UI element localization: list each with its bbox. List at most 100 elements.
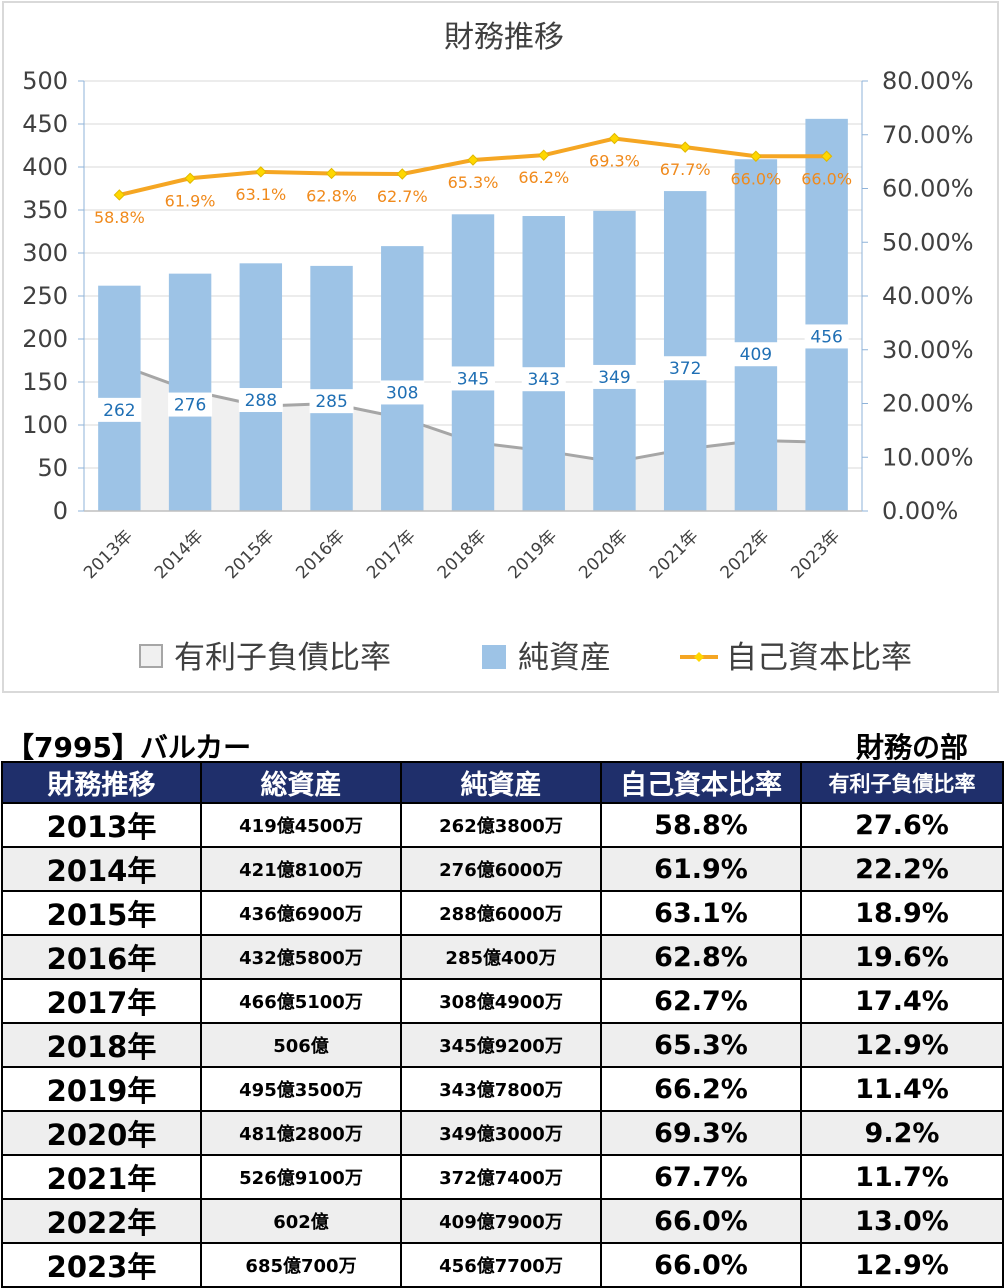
right-axis-tick-label: 30.00% [882,336,974,364]
net-assets-cell: 456億7700万 [400,1242,602,1288]
equity-ratio-cell: 61.9% [600,846,802,892]
year-cell: 2019年 [1,1066,202,1112]
chart-title: 財務推移 [444,20,564,55]
x-axis-tick-label: 2023年 [787,526,844,583]
equity-ratio-marker [820,150,833,162]
left-axis-tick-label: 400 [22,153,68,181]
net-assets-cell: 288億6000万 [400,890,602,936]
net-assets-cell: 372億7400万 [400,1154,602,1200]
table-row: 2023年 685億700万 456億7700万 66.0% 12.9% [1,1242,1004,1288]
x-axis-tick-label: 2016年 [292,526,349,583]
equity-ratio-label: 58.8% [94,208,145,227]
debt-ratio-cell: 22.2% [800,846,1004,892]
equity-ratio-marker [750,150,762,162]
net-assets-cell: 308億4900万 [400,978,602,1024]
equity-ratio-cell: 66.0% [600,1198,802,1244]
table-row: 2016年 432億5800万 285億400万 62.8% 19.6% [1,934,1004,980]
year-cell: 2021年 [1,1154,202,1200]
net-assets-bar [310,265,353,511]
debt-ratio-cell: 17.4% [800,978,1004,1024]
equity-ratio-cell: 58.8% [600,802,802,848]
left-axis-tick-label: 150 [22,368,68,396]
section-title: 財務の部 [855,731,968,764]
equity-ratio-label: 67.7% [660,160,711,179]
year-cell: 2016年 [1,934,202,980]
year-cell: 2022年 [1,1198,202,1244]
financial-chart: 財務推移 262 276 288 285 308 345 343 349 372 409 456 58… [22,20,974,676]
debt-ratio-cell: 19.6% [800,934,1004,980]
net-assets-cell: 262億3800万 [400,802,602,848]
table-row: 2015年 436億6900万 288億6000万 63.1% 18.9% [1,890,1004,936]
header-net-assets: 純資産 [400,761,602,804]
bar-data-label: 262 [103,401,135,421]
equity-ratio-cell: 69.3% [600,1110,802,1156]
equity-ratio-label: 69.3% [589,152,640,171]
legend-label-net-assets: 純資産 [518,640,611,676]
equity-ratio-label: 66.0% [730,169,781,188]
debt-ratio-cell: 9.2% [800,1110,1004,1156]
right-axis-tick-label: 80.00% [882,67,974,95]
net-assets-bar [734,159,778,511]
bar-label-bg [238,388,283,413]
right-axis-tick-label: 40.00% [882,282,974,310]
net-assets-cell: 285億400万 [400,934,602,980]
debt-ratio-cell: 12.9% [800,1242,1004,1288]
x-axis-tick-label: 2015年 [222,526,279,583]
bar-label-bg [804,324,849,349]
bar-data-label: 349 [598,368,630,388]
net-assets-cell: 276億6000万 [400,846,602,892]
left-axis-tick-label: 50 [37,454,68,482]
left-axis-tick-label: 300 [22,239,68,267]
debt-ratio-cell: 12.9% [800,1022,1004,1068]
debt-ratio-cell: 11.7% [800,1154,1004,1200]
equity-ratio-marker [608,132,621,145]
legend-marker-equity-ratio [694,652,704,662]
header-equity-ratio: 自己資本比率 [600,761,802,804]
bar-label-bg [97,397,142,422]
bar-label-bg [521,367,566,392]
chart-frame: 財務推移 262 276 288 285 308 345 343 349 372 409 456 58… [2,1,999,693]
equity-ratio-label: 62.8% [306,186,357,205]
table-row: 2022年 602億 409億7900万 66.0% 13.0% [1,1198,1004,1244]
equity-ratio-marker [467,154,479,166]
bar-data-label: 456 [810,327,842,347]
total-assets-cell: 436億6900万 [200,890,402,936]
total-assets-cell: 481億2800万 [200,1110,402,1156]
net-assets-bar [663,191,707,511]
net-assets-bar [593,210,636,512]
equity-ratio-marker [396,168,408,180]
header-total-assets: 総資産 [200,761,402,804]
header-debt-ratio: 有利子負債比率 [800,761,1004,804]
equity-ratio-marker [184,172,196,184]
equity-ratio-label: 66.0% [801,169,852,188]
debt-ratio-cell: 13.0% [800,1198,1004,1244]
net-assets-bar [239,263,283,511]
total-assets-cell: 685億700万 [200,1242,402,1288]
left-axis-tick-label: 450 [22,110,68,138]
year-cell: 2014年 [1,846,202,892]
equity-ratio-marker [679,141,691,153]
year-cell: 2023年 [1,1242,202,1288]
total-assets-cell: 506億 [200,1022,402,1068]
year-cell: 2013年 [1,802,202,848]
right-axis-tick-label: 50.00% [882,228,974,256]
debt-ratio-cell: 27.6% [800,802,1004,848]
left-axis-tick-label: 0 [53,497,68,525]
net-assets-cell: 343億7800万 [400,1066,602,1112]
net-assets-cell: 345億9200万 [400,1022,602,1068]
year-cell: 2015年 [1,890,202,936]
bar-label-bg [380,380,425,405]
bar-data-label: 308 [386,383,418,403]
bar-label-bg [592,364,637,389]
total-assets-cell: 466億5100万 [200,978,402,1024]
table-row: 2014年 421億8100万 276億6000万 61.9% 22.2% [1,846,1004,892]
net-assets-bar [805,118,848,511]
equity-ratio-cell: 66.0% [600,1242,802,1288]
equity-ratio-marker [325,167,338,180]
legend-swatch-net-assets [482,645,506,669]
net-assets-cell: 349億3000万 [400,1110,602,1156]
header-financial-trend: 財務推移 [1,761,202,804]
legend-label-debt-ratio: 有利子負債比率 [174,640,391,676]
equity-ratio-cell: 66.2% [600,1066,802,1112]
financial-table: 財務推移 総資産 純資産 自己資本比率 有利子負債比率 2013年 419億4500万 26… [1,761,1004,1288]
